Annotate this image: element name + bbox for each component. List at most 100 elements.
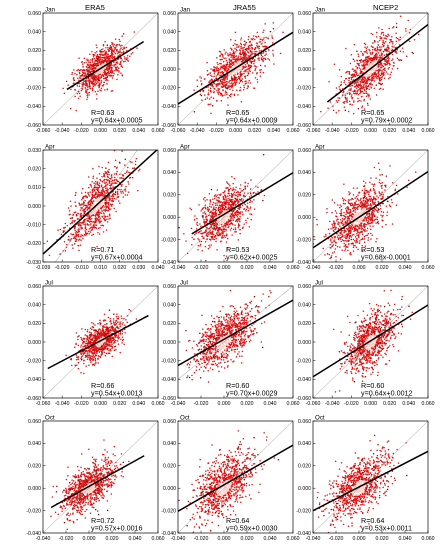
- data-point: [116, 179, 118, 181]
- data-point: [101, 224, 104, 227]
- data-point: [116, 52, 119, 55]
- data-point: [348, 77, 350, 79]
- data-point: [223, 235, 226, 237]
- data-point: [236, 89, 238, 91]
- data-point: [218, 88, 221, 90]
- data-point: [237, 199, 239, 202]
- data-point: [376, 69, 379, 72]
- data-point: [73, 221, 75, 223]
- data-point: [221, 225, 223, 228]
- data-point: [239, 228, 241, 231]
- data-point: [204, 196, 206, 199]
- data-point: [212, 68, 214, 71]
- data-point: [220, 59, 222, 61]
- panel-apr-jra55: Apr-0.040 -0.020 0.000 0.020 0.040 0.060-0.04…: [161, 144, 299, 272]
- data-point: [338, 69, 341, 71]
- data-point: [249, 207, 251, 210]
- data-point: [369, 61, 372, 64]
- data-point: [224, 194, 227, 197]
- data-point: [118, 161, 121, 163]
- data-point: [72, 77, 75, 79]
- data-point: [355, 200, 357, 202]
- data-point: [396, 52, 398, 54]
- data-point: [91, 89, 94, 92]
- data-point: [243, 207, 246, 210]
- data-point: [372, 213, 375, 215]
- data-point: [390, 38, 392, 41]
- data-point: [337, 227, 340, 230]
- data-point: [89, 87, 92, 90]
- data-point: [208, 205, 211, 207]
- data-point: [240, 100, 243, 103]
- data-point: [248, 196, 251, 198]
- data-point: [254, 50, 256, 53]
- data-point: [259, 71, 262, 73]
- data-point: [199, 245, 201, 247]
- data-point: [250, 66, 252, 68]
- data-point: [74, 219, 76, 222]
- data-point: [100, 87, 103, 89]
- data-point: [364, 46, 366, 48]
- data-point: [243, 192, 246, 194]
- data-point: [86, 73, 88, 75]
- data-point: [200, 240, 203, 243]
- data-point: [117, 200, 120, 202]
- x-tick-label: 0.020: [383, 128, 396, 134]
- data-point: [125, 171, 128, 174]
- data-point: [366, 60, 369, 63]
- data-point: [247, 51, 250, 54]
- data-point: [243, 223, 245, 225]
- data-point: [228, 183, 230, 185]
- data-point: [114, 181, 116, 184]
- data-point: [243, 86, 246, 89]
- data-point: [87, 204, 89, 206]
- data-point: [370, 59, 373, 62]
- data-point: [226, 182, 229, 184]
- data-point: [348, 71, 351, 73]
- data-point: [178, 226, 180, 229]
- data-point: [205, 229, 207, 231]
- data-point: [86, 232, 89, 235]
- data-point: [104, 216, 106, 218]
- data-point: [244, 203, 247, 206]
- data-point: [203, 219, 205, 221]
- data-point: [360, 87, 363, 89]
- data-point: [371, 183, 373, 185]
- data-point: [78, 85, 81, 88]
- data-point: [103, 67, 105, 70]
- data-point: [228, 80, 231, 82]
- data-point: [350, 89, 352, 92]
- data-point: [99, 192, 102, 194]
- data-point: [385, 58, 387, 60]
- data-point: [103, 69, 106, 72]
- data-point: [100, 224, 102, 227]
- data-point: [108, 206, 110, 208]
- data-point: [220, 66, 222, 69]
- x-tick-label: 0.060: [152, 128, 165, 134]
- data-point: [361, 106, 363, 109]
- data-point: [231, 62, 233, 64]
- data-point: [235, 191, 238, 194]
- data-point: [104, 53, 107, 56]
- data-point: [224, 218, 226, 221]
- data-point: [352, 187, 355, 189]
- data-point: [218, 233, 221, 235]
- data-point: [357, 81, 359, 84]
- data-point: [379, 204, 382, 207]
- data-point: [121, 174, 124, 176]
- data-point: [128, 183, 130, 185]
- data-point: [77, 77, 79, 80]
- data-point: [227, 69, 230, 71]
- data-point: [209, 79, 211, 82]
- data-point: [111, 70, 114, 73]
- data-point: [109, 45, 112, 47]
- data-point: [273, 63, 275, 65]
- data-point: [92, 175, 95, 177]
- data-point: [87, 63, 89, 65]
- data-point: [119, 50, 121, 52]
- data-point: [91, 227, 94, 229]
- data-point: [361, 233, 364, 236]
- data-point: [235, 76, 237, 79]
- data-point: [102, 204, 105, 207]
- data-point: [343, 102, 345, 105]
